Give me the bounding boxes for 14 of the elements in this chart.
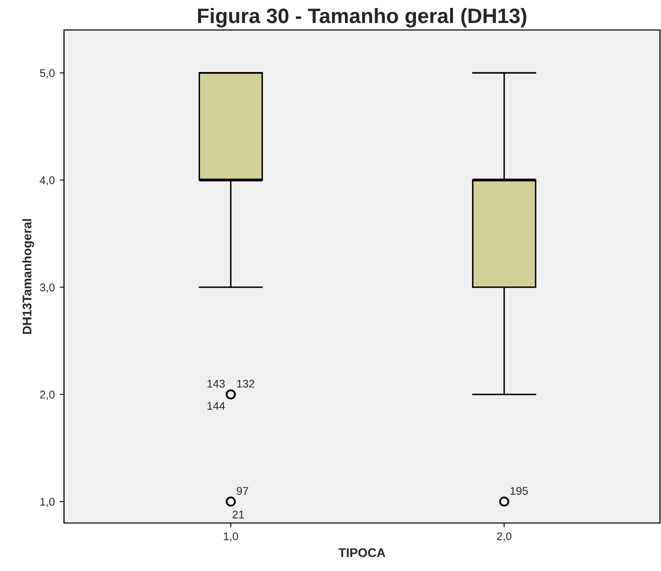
annotation: 132 [237,380,254,388]
x-axis-title: TIPOCA [338,548,386,558]
y-tick-label: 3,0 [40,283,55,293]
annotation: 195 [510,486,528,495]
annotation: 144 [208,402,225,410]
chart-title: Figura 30 - Tamanho geral (DH13) [198,8,526,28]
annotation: 21 [232,510,244,518]
y-tick-label: 2,0 [40,390,55,400]
annotation: 97 [236,486,248,495]
annotation: 143 [208,380,225,388]
y-axis-title: DH13Tamanhogeral [22,219,34,334]
y-tick-label: 5,0 [40,69,55,78]
y-tick-label: 1,0 [40,498,55,508]
y-tick-label: 4,0 [40,176,55,186]
